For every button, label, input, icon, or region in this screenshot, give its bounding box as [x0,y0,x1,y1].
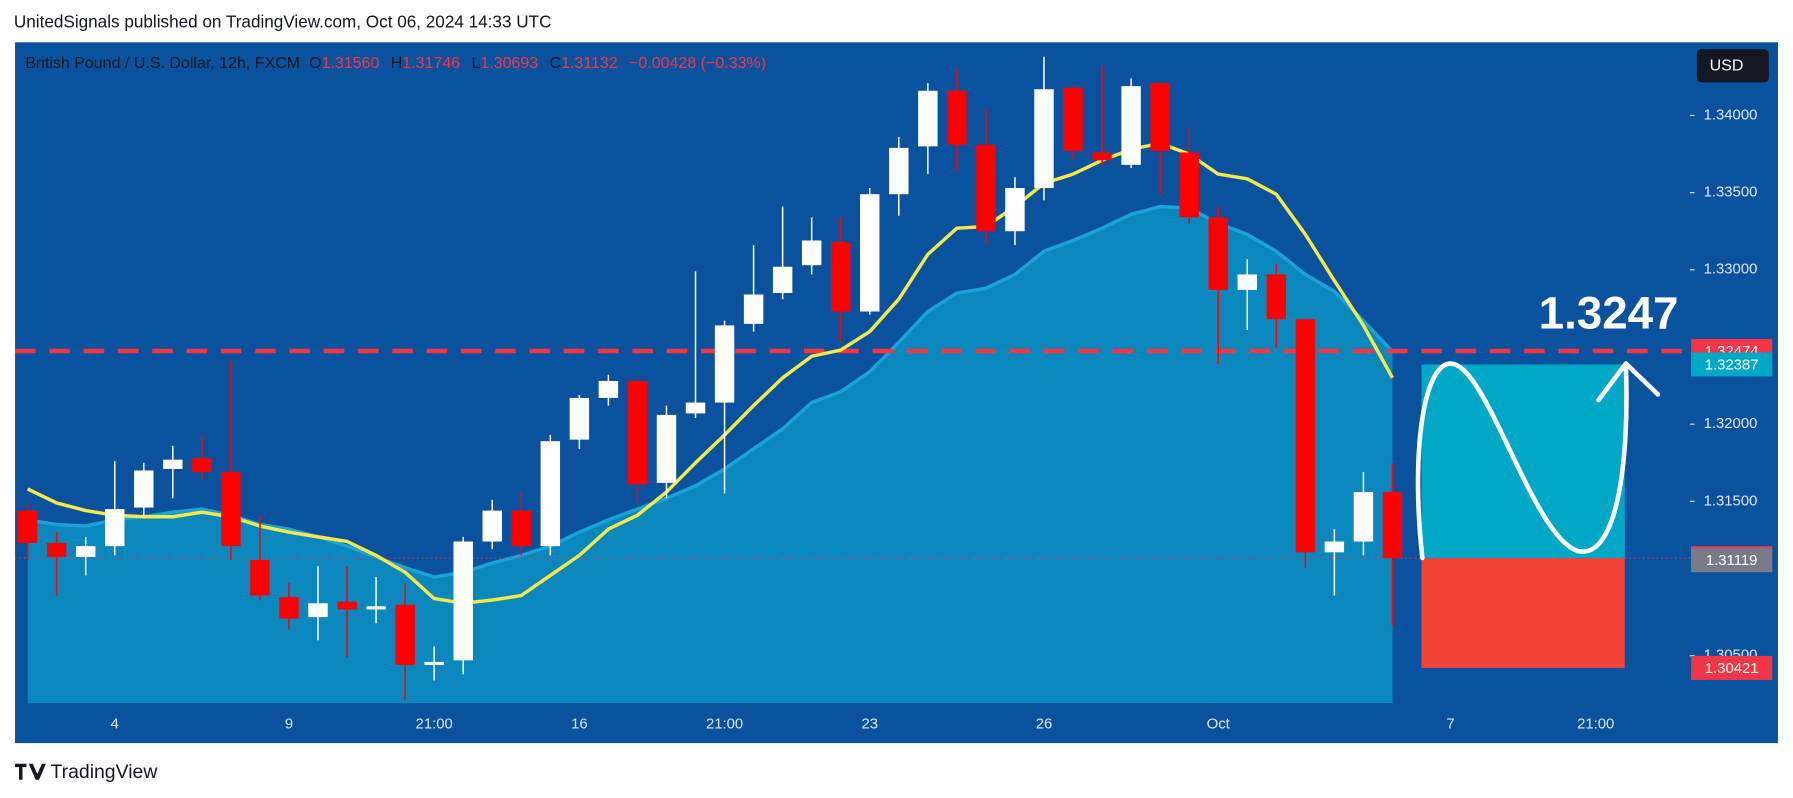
drawn-arrow [1596,361,1661,403]
x-tick-label: 21:00 [416,717,453,733]
candle-body [511,510,531,547]
legend-value: 1.31132 [561,55,618,72]
legend-value: 1.31560 [322,55,380,72]
candle-body [1295,319,1316,553]
brand-name: TradingView [50,761,158,783]
candle-body [540,441,561,547]
brand-logo [15,763,46,780]
price-label: 1.30421 [1705,661,1759,677]
plot: 1.32474 9 21:00 16 21:00 23 26 Oct 7 21:001.30500… [15,56,1773,733]
publisher: UnitedSignals published on TradingView.c… [14,11,552,31]
candle-body [75,546,96,557]
legend: British Pound / U.S. Dollar, 12h, FXCM O… [25,55,766,72]
candle-body [279,597,299,619]
candle-body [1324,541,1345,553]
candle-body [1382,492,1403,559]
annotation: 1.3247 [1539,288,1679,339]
candle-body [250,560,270,596]
candle-body [453,541,473,661]
candle-body [134,470,154,508]
candle-body [772,266,793,293]
candle-body [395,604,415,665]
candle-body [192,458,212,473]
candle-body [1208,217,1228,290]
drawn-curve [1415,361,1629,561]
candle-body [163,459,183,469]
legend-key: L [471,55,480,72]
candle-body [482,510,502,542]
logo-icon [15,763,46,780]
price-label-box [1691,548,1773,573]
candle-body [947,90,967,145]
candle-body [1237,274,1257,290]
candle-body [714,325,735,403]
target-zone [1421,364,1625,559]
candle-body [1034,89,1054,189]
candle-body [17,510,38,544]
candle-body [569,397,590,440]
candle-body [830,242,851,312]
x-tick-label: 26 [1036,717,1053,733]
ma-area [27,206,1393,704]
candle-body [46,543,67,557]
y-tick-label: 1.34000 [1704,107,1758,123]
candle-body [221,472,241,547]
candle-body [627,380,648,485]
candle-body [743,294,764,324]
symbol-title: British Pound / U.S. Dollar, 12h, FXCM [25,55,300,72]
y-tick-label: 1.33500 [1704,185,1758,201]
y-tick-label: 1.32000 [1704,416,1758,432]
candle-body [976,144,996,232]
candle-body [685,402,706,414]
candle-body [337,601,357,610]
y-tick-label: 1.33000 [1704,262,1758,278]
price-label: 1.31119 [1706,553,1758,569]
candle-body [1005,188,1025,232]
candle-body [918,90,938,147]
stop-zone [1421,558,1625,668]
candle-body [1121,86,1141,165]
price-label-box [1691,655,1773,680]
candle-body [1150,83,1170,151]
legend-key: H [391,55,403,72]
candle-body [598,380,619,398]
x-tick-label: 23 [861,717,878,733]
candle-body [801,240,822,266]
legend-key: O [309,55,321,72]
x-tick-label: 16 [571,717,588,733]
candle-body [366,606,386,610]
candle-body [1092,152,1112,161]
legend-change: −0.00428 (−0.33%) [629,55,766,72]
x-tick-label: 9 [285,717,293,733]
candle-body [1353,492,1374,542]
candle-body [105,509,125,547]
price-label: 1.32387 [1705,358,1759,374]
candle-body [1063,87,1083,151]
x-tick-label: 21:00 [706,717,743,733]
candle-body [1179,152,1199,218]
x-tick-label: Oct [1207,717,1231,733]
price-label-box [1691,352,1773,377]
candle-body [424,661,444,665]
x-tick-label: 4 [111,717,119,733]
candle-body [1266,274,1287,320]
legend-key: C [550,55,562,72]
candle-body [656,414,677,483]
x-tick-label: 7 [1446,717,1454,733]
candle-body [860,194,880,312]
currency-button[interactable] [1696,49,1769,83]
legend-value: 1.31746 [402,55,460,72]
x-tick-label: 21:00 [1577,717,1614,733]
legend-value: 1.30693 [480,55,538,72]
y-tick-label: 1.31500 [1704,493,1758,509]
candle-body [889,147,909,195]
currency-label[interactable]: USD [1710,58,1744,75]
candle-body [308,603,328,618]
